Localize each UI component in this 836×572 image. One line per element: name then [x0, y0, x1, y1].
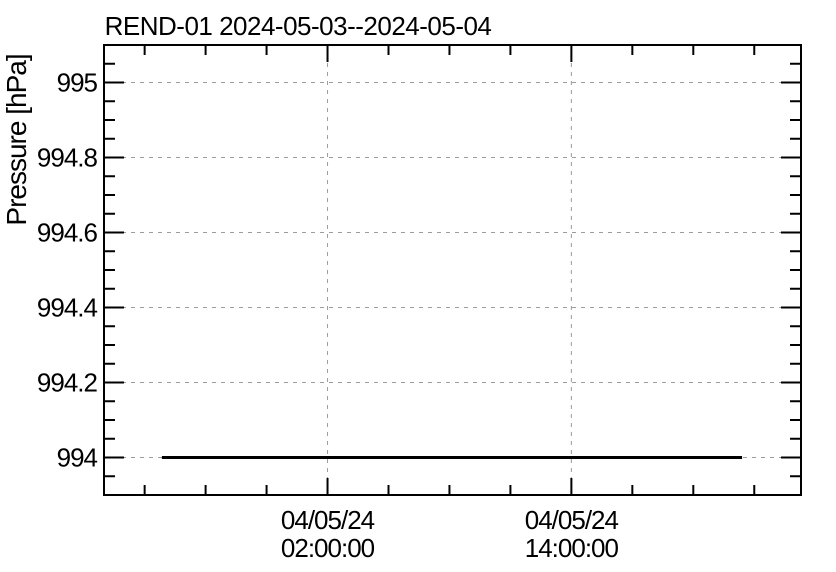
- y-tick-label: 994.2: [37, 368, 98, 398]
- y-tick-label: 994.4: [37, 293, 98, 323]
- x-tick-label-time: 02:00:00: [281, 533, 375, 563]
- y-tick-label: 995: [57, 68, 98, 98]
- x-tick-label-date: 04/05/24: [525, 505, 619, 535]
- y-tick-label: 994.6: [37, 218, 98, 248]
- chart-title: REND-01 2024-05-03--2024-05-04: [104, 11, 492, 41]
- x-tick-label-date: 04/05/24: [281, 505, 375, 535]
- y-tick-labels: 994 994.2 994.4 994.6 994.8 995: [37, 68, 99, 473]
- plot-frame: [103, 44, 802, 496]
- y-tick-label: 994: [57, 443, 98, 473]
- gridlines: [104, 45, 801, 495]
- x-tick-label-time: 14:00:00: [525, 533, 619, 563]
- y-tick-label: 994.8: [37, 143, 98, 173]
- axis-ticks: [104, 45, 801, 495]
- y-axis-title: Pressure [hPa]: [1, 54, 32, 225]
